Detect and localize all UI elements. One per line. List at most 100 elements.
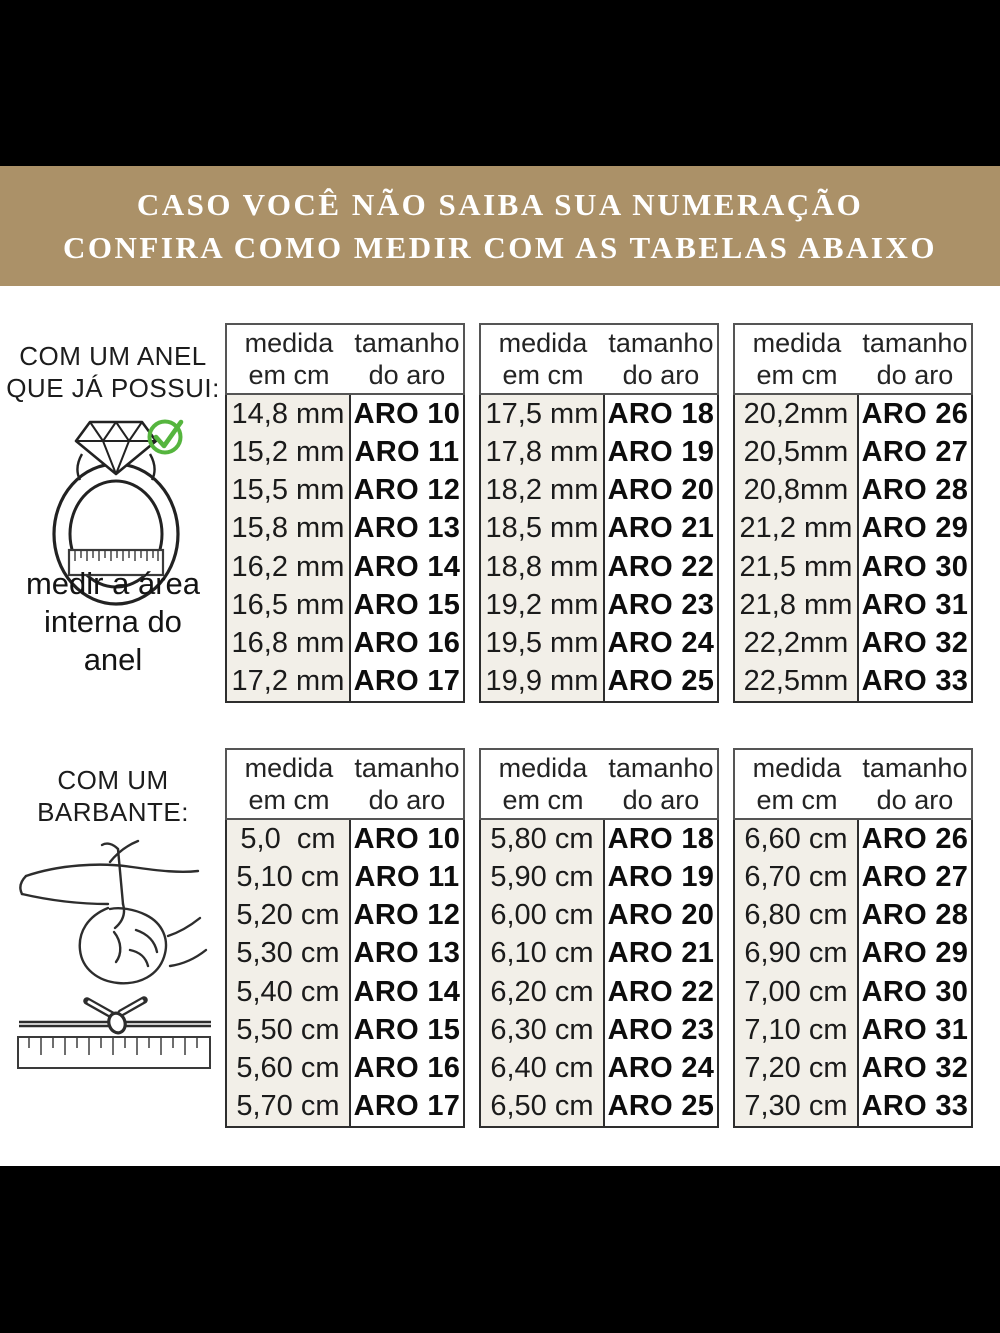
size-cell: ARO 33 bbox=[861, 665, 969, 698]
size-cell: ARO 25 bbox=[607, 665, 715, 698]
size-cell: ARO 28 bbox=[861, 474, 969, 507]
size-header-cell: tamanho do aro bbox=[608, 328, 714, 390]
measure-cell: 6,60 cm bbox=[744, 822, 848, 855]
measure-header-cell: medida em cm bbox=[244, 328, 334, 390]
size-cell: ARO 28 bbox=[861, 899, 969, 932]
measure-cell: 22,2mm bbox=[743, 627, 849, 660]
size-cell: ARO 19 bbox=[607, 435, 715, 468]
measure-cell: 20,2mm bbox=[743, 397, 849, 430]
size-cell: ARO 33 bbox=[861, 1090, 969, 1123]
size-table-barbante-aro-10-17: medida em cm tamanho do aro 5,0 cm 5,10 cm 5,2… bbox=[225, 748, 465, 1128]
size-column: ARO 18 ARO 19 ARO 20 ARO 21 ARO 22 ARO 23 ARO … bbox=[604, 395, 717, 701]
measure-cell: 7,00 cm bbox=[744, 975, 848, 1008]
measure-cell: 18,8 mm bbox=[485, 550, 599, 583]
bottom-black-bar bbox=[0, 1166, 1000, 1333]
size-cell: ARO 15 bbox=[353, 1013, 461, 1046]
size-cell: ARO 10 bbox=[353, 822, 461, 855]
table-body: 14,8 mm 15,2 mm 15,5 mm 15,8 mm 16,2 mm 16,5 … bbox=[225, 393, 465, 703]
size-cell: ARO 11 bbox=[354, 860, 460, 893]
size-cell: ARO 18 bbox=[607, 822, 715, 855]
size-cell: ARO 29 bbox=[861, 937, 969, 970]
size-column: ARO 26 ARO 27 ARO 28 ARO 29 ARO 30 ARO 31 ARO … bbox=[858, 395, 971, 701]
size-cell: ARO 10 bbox=[353, 397, 461, 430]
measure-cell: 21,5 mm bbox=[739, 550, 853, 583]
banner-line-2: CONFIRA COMO MEDIR COM AS TABELAS ABAIXO bbox=[63, 230, 937, 265]
measure-column: 14,8 mm 15,2 mm 15,5 mm 15,8 mm 16,2 mm 16,5 … bbox=[227, 395, 351, 701]
size-column: ARO 18 ARO 19 ARO 20 ARO 21 ARO 22 ARO 23 ARO … bbox=[604, 820, 717, 1126]
section-barbante-label: COM UM BARBANTE: bbox=[37, 765, 189, 827]
size-cell: ARO 20 bbox=[607, 474, 715, 507]
measure-cell: 5,90 cm bbox=[490, 860, 594, 893]
measure-cell: 18,2 mm bbox=[485, 474, 599, 507]
size-cell: ARO 20 bbox=[607, 899, 715, 932]
measure-cell: 15,8 mm bbox=[231, 512, 345, 545]
size-cell: ARO 25 bbox=[607, 1090, 715, 1123]
size-cell: ARO 16 bbox=[353, 1052, 461, 1085]
measure-cell: 5,30 cm bbox=[236, 937, 340, 970]
measure-cell: 6,70 cm bbox=[744, 860, 848, 893]
size-column: ARO 26 ARO 27 ARO 28 ARO 29 ARO 30 ARO 31 ARO … bbox=[858, 820, 971, 1126]
measure-cell: 17,2 mm bbox=[231, 665, 345, 698]
measure-cell: 6,80 cm bbox=[744, 899, 848, 932]
size-header-cell: tamanho do aro bbox=[862, 753, 968, 815]
size-cell: ARO 24 bbox=[607, 1052, 715, 1085]
measure-cell: 6,00 cm bbox=[490, 899, 594, 932]
measure-cell: 16,2 mm bbox=[231, 550, 345, 583]
size-cell: ARO 22 bbox=[607, 975, 715, 1008]
size-header-cell: tamanho do aro bbox=[354, 328, 460, 390]
size-cell: ARO 18 bbox=[607, 397, 715, 430]
measure-cell: 6,20 cm bbox=[490, 975, 594, 1008]
measure-cell: 17,8 mm bbox=[485, 435, 599, 468]
measure-cell: 17,5 mm bbox=[485, 397, 599, 430]
measure-cell: 5,10 cm bbox=[236, 860, 340, 893]
measure-cell: 5,60 cm bbox=[236, 1052, 340, 1085]
measure-cell: 19,9 mm bbox=[485, 665, 599, 698]
measure-cell: 21,2 mm bbox=[739, 512, 853, 545]
size-table-barbante-aro-18-25: medida em cm tamanho do aro 5,80 cm 5,90 cm 6,… bbox=[479, 748, 719, 1128]
ring-ruler-ticks bbox=[74, 551, 159, 561]
size-column: ARO 10 ARO 11 ARO 12 ARO 13 ARO 14 ARO 15 ARO … bbox=[350, 820, 463, 1126]
measure-column: 17,5 mm 17,8 mm 18,2 mm 18,5 mm 18,8 mm 19,2 … bbox=[481, 395, 605, 701]
ruler-ticks bbox=[28, 1038, 198, 1055]
table-header: medida em cm tamanho do aro bbox=[225, 748, 465, 820]
size-cell: ARO 13 bbox=[353, 512, 461, 545]
measure-header-cell: medida em cm bbox=[498, 753, 588, 815]
string-knot-ruler-icon bbox=[17, 996, 211, 1069]
table-header: medida em cm tamanho do aro bbox=[733, 323, 973, 395]
size-cell: ARO 16 bbox=[353, 627, 461, 660]
size-cell: ARO 17 bbox=[353, 1090, 461, 1123]
measure-header-cell: medida em cm bbox=[752, 328, 842, 390]
size-cell: ARO 21 bbox=[607, 937, 715, 970]
size-cell: ARO 30 bbox=[861, 975, 969, 1008]
size-header-cell: tamanho do aro bbox=[354, 753, 460, 815]
banner: CASO VOCÊ NÃO SAIBA SUA NUMERAÇÃO CONFIR… bbox=[0, 166, 1000, 286]
measure-cell: 14,8 mm bbox=[231, 397, 345, 430]
size-cell: ARO 22 bbox=[607, 550, 715, 583]
size-table-anel-aro-10-17: medida em cm tamanho do aro 14,8 mm 15,2 mm 15… bbox=[225, 323, 465, 703]
ring-caption: medir a área interna do anel bbox=[25, 566, 201, 677]
table-body: 5,80 cm 5,90 cm 6,00 cm 6,10 cm 6,20 cm 6,30 … bbox=[479, 818, 719, 1128]
size-cell: ARO 12 bbox=[353, 474, 461, 507]
table-header: medida em cm tamanho do aro bbox=[479, 323, 719, 395]
measure-header-cell: medida em cm bbox=[244, 753, 334, 815]
size-column: ARO 10 ARO 11 ARO 12 ARO 13 ARO 14 ARO 15 ARO … bbox=[350, 395, 463, 701]
measure-cell: 19,2 mm bbox=[485, 588, 599, 621]
measure-column: 5,0 cm 5,10 cm 5,20 cm 5,30 cm 5,40 cm 5,50 c… bbox=[227, 820, 351, 1126]
measure-cell: 7,30 cm bbox=[744, 1090, 848, 1123]
measure-cell: 5,40 cm bbox=[236, 975, 340, 1008]
size-cell: ARO 27 bbox=[861, 435, 969, 468]
measure-cell: 5,70 cm bbox=[236, 1090, 340, 1123]
table-header: medida em cm tamanho do aro bbox=[733, 748, 973, 820]
measure-cell: 15,2 mm bbox=[231, 435, 345, 468]
table-body: 17,5 mm 17,8 mm 18,2 mm 18,5 mm 18,8 mm 19,2 … bbox=[479, 393, 719, 703]
measure-cell: 21,8 mm bbox=[739, 588, 853, 621]
measure-cell: 7,10 cm bbox=[744, 1013, 848, 1046]
measure-cell: 16,5 mm bbox=[231, 588, 345, 621]
size-cell: ARO 11 bbox=[354, 435, 460, 468]
measure-cell: 6,50 cm bbox=[490, 1090, 594, 1123]
size-cell: ARO 29 bbox=[861, 512, 969, 545]
table-header: medida em cm tamanho do aro bbox=[479, 748, 719, 820]
measure-column: 6,60 cm 6,70 cm 6,80 cm 6,90 cm 7,00 cm 7,10 … bbox=[735, 820, 859, 1126]
size-header-cell: tamanho do aro bbox=[608, 753, 714, 815]
size-cell: ARO 26 bbox=[861, 822, 969, 855]
